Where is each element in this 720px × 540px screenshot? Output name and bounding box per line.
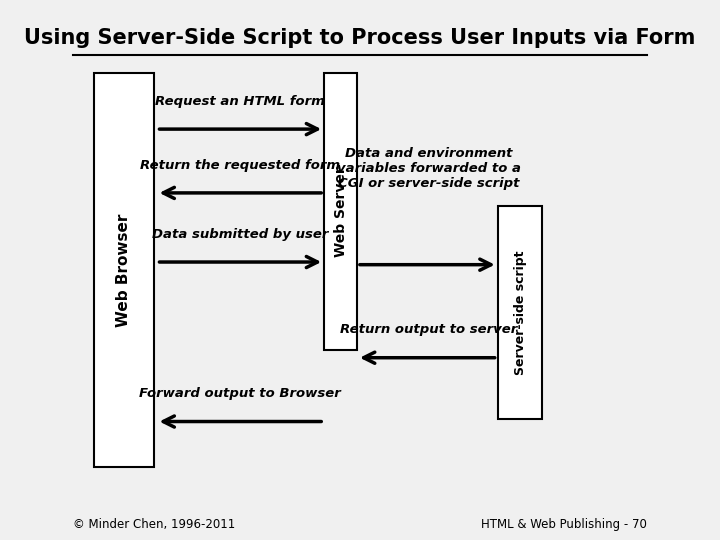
FancyBboxPatch shape [94,73,153,467]
FancyBboxPatch shape [498,206,542,419]
Text: Web Browser: Web Browser [116,213,131,327]
Text: HTML & Web Publishing - 70: HTML & Web Publishing - 70 [481,517,647,530]
Text: Web Server: Web Server [334,166,348,257]
Text: Return output to server: Return output to server [340,323,518,336]
FancyBboxPatch shape [324,73,357,350]
Text: © Minder Chen, 1996-2011: © Minder Chen, 1996-2011 [73,517,235,530]
Text: Forward output to Browser: Forward output to Browser [140,387,341,400]
Text: Return the requested form: Return the requested form [140,159,341,172]
Text: Using Server-Side Script to Process User Inputs via Form: Using Server-Side Script to Process User… [24,28,696,48]
Text: Request an HTML form: Request an HTML form [156,95,325,108]
Text: Server-side script: Server-side script [514,250,527,375]
Text: Data and environment
variables forwarded to a
CGI or server-side script: Data and environment variables forwarded… [337,147,521,190]
Text: Data submitted by user: Data submitted by user [152,228,328,241]
